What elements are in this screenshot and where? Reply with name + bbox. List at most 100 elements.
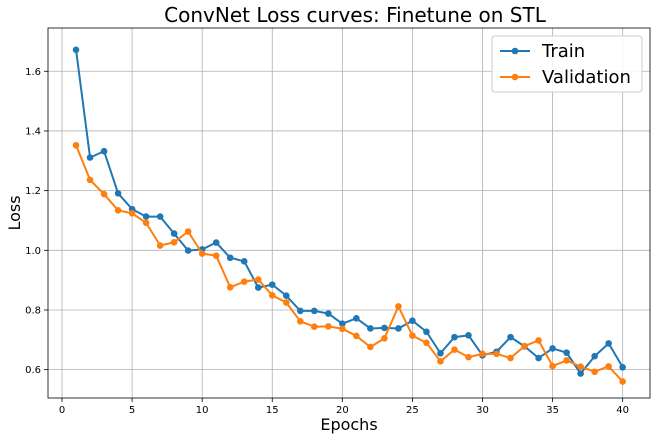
validation-point — [184, 228, 192, 235]
validation-point — [114, 207, 122, 214]
train-point — [535, 354, 542, 362]
validation-point — [353, 332, 360, 340]
validation-point — [128, 209, 136, 217]
train-line — [75, 49, 624, 375]
x-tick-label: 20 — [336, 405, 349, 416]
validation-point — [395, 303, 402, 310]
train-point — [367, 325, 374, 332]
train-point — [353, 315, 360, 322]
train-point — [507, 333, 514, 341]
validation-point — [479, 350, 486, 358]
y-tick-label: 1.6 — [25, 67, 41, 78]
validation-point — [535, 337, 542, 344]
validation-point — [423, 339, 430, 347]
validation-point — [226, 283, 234, 291]
train-point — [591, 352, 598, 360]
validation-point — [86, 176, 94, 184]
train-point — [212, 239, 220, 246]
series-validation — [72, 141, 626, 385]
validation-point — [367, 343, 374, 351]
x-axis-label: Epochs — [320, 415, 377, 434]
validation-point — [311, 323, 318, 330]
validation-point — [381, 335, 388, 342]
x-axis-ticks: 0 5 10 15 20 25 30 35 40 — [59, 398, 629, 416]
y-axis-label: Loss — [5, 195, 24, 230]
series-layer — [72, 46, 626, 385]
validation-point — [493, 350, 500, 358]
legend-train-marker — [511, 47, 519, 55]
train-point — [381, 324, 388, 332]
legend-validation-marker — [511, 73, 519, 81]
train-point — [184, 247, 192, 254]
train-point — [114, 190, 122, 197]
train-point — [605, 340, 612, 347]
validation-point — [437, 357, 444, 365]
x-tick-label: 40 — [616, 405, 629, 416]
train-point — [254, 284, 262, 291]
train-point — [311, 307, 318, 315]
validation-point — [268, 292, 276, 299]
validation-point — [198, 250, 206, 257]
x-tick-label: 0 — [59, 405, 65, 416]
validation-point — [254, 276, 262, 283]
legend-validation-label: Validation — [542, 67, 631, 88]
grid-lines — [48, 28, 650, 398]
x-tick-label: 35 — [546, 405, 559, 416]
train-point — [325, 310, 332, 317]
validation-point — [605, 363, 612, 370]
validation-point — [282, 299, 290, 306]
train-point — [563, 349, 570, 356]
validation-point — [212, 252, 220, 259]
legend: Train Validation — [491, 35, 643, 93]
train-point — [451, 333, 458, 341]
y-tick-label: 1.0 — [25, 246, 41, 257]
validation-point — [577, 363, 584, 370]
y-tick-label: 1.4 — [25, 126, 41, 137]
validation-point — [170, 238, 178, 246]
validation-point — [591, 368, 598, 376]
train-point — [296, 307, 304, 315]
train-point — [170, 230, 178, 237]
train-point — [437, 349, 444, 357]
series-train — [72, 46, 626, 377]
y-tick-label: 0.6 — [25, 365, 41, 376]
train-point — [268, 281, 276, 288]
validation-line — [75, 144, 624, 383]
train-point — [240, 258, 248, 265]
validation-point — [507, 354, 514, 362]
y-axis-ticks: 0.6 0.8 1.0 1.2 1.4 1.6 — [25, 67, 48, 376]
validation-point — [549, 362, 556, 370]
validation-point — [409, 332, 416, 339]
validation-point — [339, 325, 346, 333]
validation-point — [296, 318, 304, 325]
validation-point — [521, 342, 528, 350]
train-point — [86, 154, 94, 161]
train-point — [282, 292, 290, 299]
validation-point — [325, 323, 332, 330]
train-point — [339, 320, 346, 328]
train-point — [395, 325, 402, 332]
validation-point — [142, 219, 150, 227]
y-tick-label: 1.2 — [25, 186, 41, 197]
train-point — [549, 345, 556, 352]
chart-title: ConvNet Loss curves: Finetune on STL — [164, 3, 547, 27]
x-tick-label: 25 — [406, 405, 419, 416]
validation-point — [100, 190, 108, 198]
train-point — [72, 46, 80, 54]
validation-point — [619, 378, 626, 385]
plot-frame — [47, 27, 651, 399]
x-tick-label: 5 — [129, 405, 135, 416]
train-point — [619, 363, 626, 371]
train-point — [409, 317, 416, 325]
validation-point — [240, 278, 248, 285]
validation-point — [465, 353, 472, 361]
validation-point — [156, 242, 164, 249]
train-point — [100, 147, 108, 155]
x-tick-label: 30 — [476, 405, 489, 416]
train-point — [226, 254, 234, 262]
x-tick-label: 15 — [266, 405, 279, 416]
x-tick-label: 10 — [196, 405, 209, 416]
train-point — [423, 328, 430, 336]
validation-point — [563, 357, 570, 364]
